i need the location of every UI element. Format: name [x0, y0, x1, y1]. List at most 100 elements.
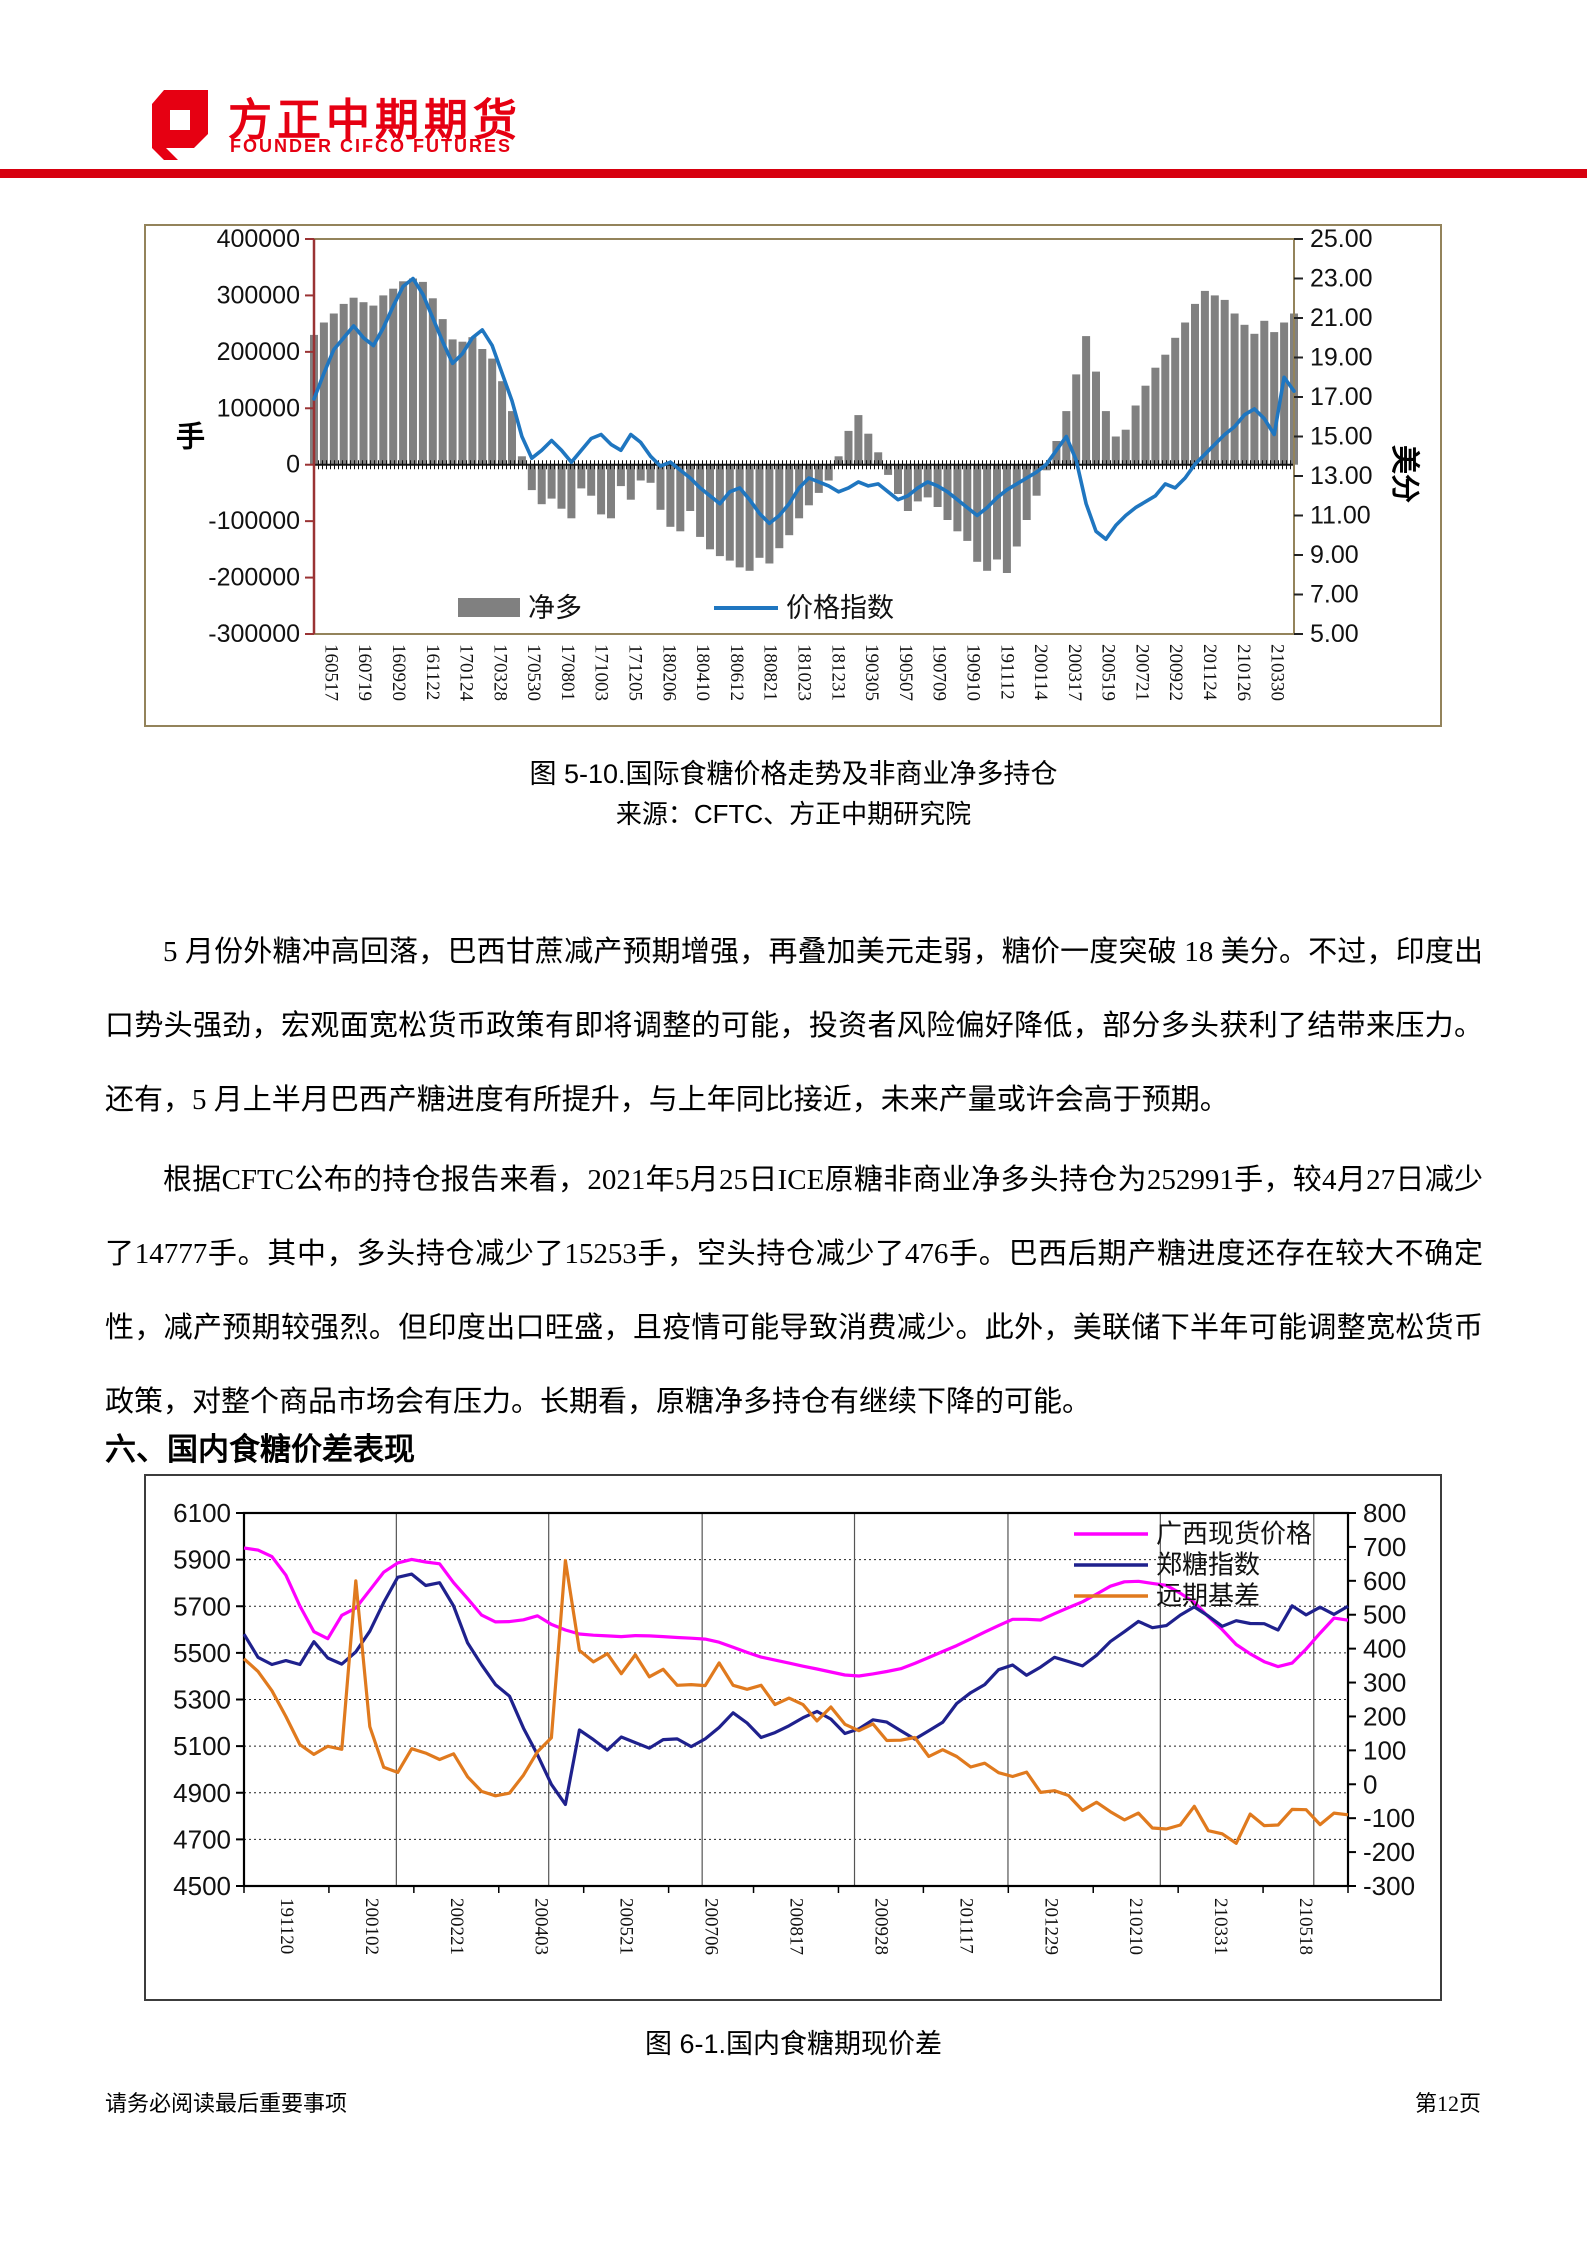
svg-text:190709: 190709: [929, 644, 950, 701]
svg-text:200221: 200221: [446, 1898, 467, 1955]
svg-text:5100: 5100: [173, 1731, 231, 1761]
svg-text:-300: -300: [1363, 1871, 1415, 1901]
intl-sugar-chart: 400000 300000 200000 100000 0 -100000 -200000 -…: [176, 225, 1421, 702]
price-index-line: [312, 276, 1296, 542]
svg-text:300: 300: [1363, 1668, 1406, 1698]
brand-title: 方正中期期货: [228, 96, 522, 145]
svg-text:17.00: 17.00: [1310, 383, 1373, 411]
svg-text:13.00: 13.00: [1310, 462, 1373, 490]
svg-text:210331: 210331: [1210, 1898, 1231, 1955]
svg-text:170530: 170530: [523, 644, 544, 701]
svg-text:23.00: 23.00: [1310, 265, 1373, 293]
svg-text:210330: 210330: [1267, 644, 1288, 701]
svg-text:210126: 210126: [1233, 644, 1254, 701]
paragraph-cftc-report: 根据CFTC公布的持仓报告来看，2021年5月25日ICE原糖非商业净多头持仓为…: [105, 1164, 1483, 1418]
domestic-spread-chart: 6100 5900 5700 5500 5300 5100 4900 4700 4500 800 7…: [173, 1498, 1415, 1955]
svg-text:200317: 200317: [1064, 644, 1085, 701]
svg-text:200: 200: [1363, 1701, 1406, 1731]
svg-text:201117: 201117: [955, 1898, 976, 1954]
svg-text:郑糖指数: 郑糖指数: [1156, 1551, 1260, 1580]
fig1-legend: 净多 价格指数: [458, 593, 894, 623]
svg-text:600: 600: [1363, 1566, 1406, 1596]
svg-text:5300: 5300: [173, 1685, 231, 1715]
svg-text:0: 0: [286, 451, 300, 479]
svg-text:200706: 200706: [701, 1898, 722, 1955]
svg-text:4500: 4500: [173, 1871, 231, 1901]
paragraph-market-review: 5 月份外糖冲高回落，巴西甘蔗减产预期增强，再叠加美元走弱，糖价一度突破 18 …: [105, 936, 1483, 1116]
svg-text:100: 100: [1363, 1735, 1406, 1765]
svg-text:-300000: -300000: [208, 620, 300, 648]
svg-text:5500: 5500: [173, 1638, 231, 1668]
svg-text:5900: 5900: [173, 1545, 231, 1575]
footer-disclaimer: 请务必阅读最后重要事项: [105, 2091, 348, 2116]
svg-text:171205: 171205: [625, 644, 646, 701]
svg-text:170801: 170801: [557, 644, 578, 701]
svg-text:200521: 200521: [616, 1898, 637, 1955]
svg-text:21.00: 21.00: [1310, 304, 1373, 332]
svg-text:190305: 190305: [861, 644, 882, 701]
svg-text:300000: 300000: [217, 281, 300, 309]
svg-text:500: 500: [1363, 1600, 1406, 1630]
svg-text:180410: 180410: [692, 644, 713, 701]
svg-text:161122: 161122: [422, 644, 443, 700]
svg-text:201124: 201124: [1199, 644, 1220, 701]
svg-text:181231: 181231: [827, 644, 848, 701]
section-heading: 六、国内食糖价差表现: [105, 1432, 415, 1467]
svg-text:160920: 160920: [388, 644, 409, 701]
svg-text:净多: 净多: [528, 593, 582, 623]
svg-text:200817: 200817: [786, 1898, 807, 1955]
svg-text:手: 手: [176, 421, 205, 454]
svg-text:800: 800: [1363, 1498, 1406, 1528]
svg-text:400: 400: [1363, 1634, 1406, 1664]
fig1-axes: 400000 300000 200000 100000 0 -100000 -200000 -…: [176, 225, 1421, 648]
svg-text:180612: 180612: [726, 644, 747, 701]
fig2-axes: 6100 5900 5700 5500 5300 5100 4900 4700 4500 800 7…: [173, 1498, 1415, 1901]
svg-text:15.00: 15.00: [1310, 423, 1373, 451]
svg-text:-200: -200: [1363, 1837, 1415, 1867]
figure-5-10-source: 来源：CFTC、方正中期研究院: [615, 799, 972, 829]
svg-text:-200000: -200000: [208, 564, 300, 592]
svg-text:170124: 170124: [456, 644, 477, 702]
svg-text:180206: 180206: [658, 644, 679, 701]
svg-text:210210: 210210: [1125, 1898, 1146, 1955]
svg-text:200403: 200403: [531, 1898, 552, 1955]
footer-page-number: 第12页: [1414, 2091, 1481, 2116]
svg-text:200102: 200102: [361, 1898, 382, 1955]
svg-text:5700: 5700: [173, 1591, 231, 1621]
fig2-x-labels: 191120 200102 200221 200403 200521 200706 2008…: [276, 1898, 1316, 1955]
figure-6-1: 6100 5900 5700 5500 5300 5100 4900 4700 4500 800 7…: [144, 1474, 1442, 2001]
svg-text:5.00: 5.00: [1310, 620, 1359, 648]
fig2-gridlines: [244, 1513, 1348, 1886]
figure-5-10: 400000 300000 200000 100000 0 -100000 -200000 -…: [144, 224, 1442, 727]
brand-subtitle: FOUNDER CIFCO FUTURES: [230, 136, 512, 156]
svg-text:160517: 160517: [320, 644, 341, 701]
svg-text:6100: 6100: [173, 1498, 231, 1528]
svg-text:11.00: 11.00: [1310, 502, 1371, 530]
svg-text:19.00: 19.00: [1310, 344, 1373, 372]
svg-text:25.00: 25.00: [1310, 226, 1373, 253]
svg-text:201229: 201229: [1040, 1898, 1061, 1955]
svg-text:4900: 4900: [173, 1778, 231, 1808]
svg-text:7.00: 7.00: [1310, 581, 1359, 609]
svg-text:0: 0: [1363, 1769, 1377, 1799]
svg-text:210518: 210518: [1295, 1898, 1316, 1955]
svg-text:美分: 美分: [1388, 445, 1421, 503]
svg-text:广西现货价格: 广西现货价格: [1156, 1520, 1312, 1549]
svg-text:100000: 100000: [217, 394, 300, 422]
svg-text:价格指数: 价格指数: [786, 593, 894, 623]
net-long-bars: [310, 278, 1298, 573]
svg-text:190507: 190507: [895, 644, 916, 701]
svg-text:171003: 171003: [591, 644, 612, 701]
founder-logo-icon: [152, 90, 208, 160]
svg-text:-100000: -100000: [208, 507, 300, 535]
svg-text:700: 700: [1363, 1532, 1406, 1562]
svg-text:190910: 190910: [962, 644, 983, 701]
svg-text:远期基差: 远期基差: [1156, 1582, 1260, 1611]
figure-5-10-caption: 图 5-10.国际食糖价格走势及非商业净多持仓: [529, 759, 1058, 789]
fig1-x-labels: 160517 160719 160920 161122 170124 170328 1705…: [320, 644, 1287, 702]
svg-text:191112: 191112: [996, 644, 1017, 700]
svg-text:200519: 200519: [1098, 644, 1119, 701]
svg-text:-100: -100: [1363, 1803, 1415, 1833]
